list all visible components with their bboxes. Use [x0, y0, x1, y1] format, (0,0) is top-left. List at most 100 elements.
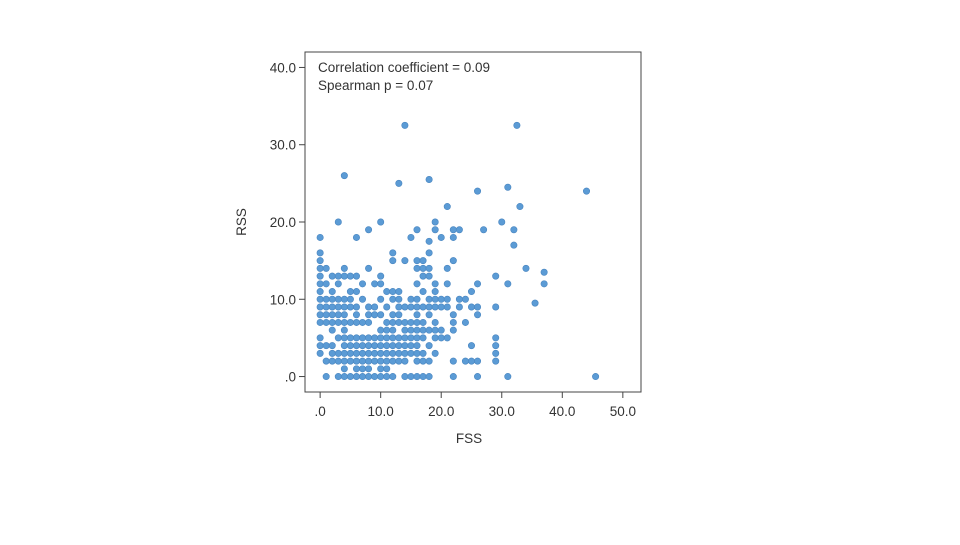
data-point	[352, 342, 360, 350]
data-point	[401, 318, 409, 326]
data-point	[431, 334, 439, 342]
data-point	[443, 280, 451, 288]
data-point	[371, 373, 379, 381]
data-point	[340, 172, 348, 180]
data-point	[413, 311, 421, 319]
data-point	[346, 288, 354, 296]
data-point	[407, 349, 415, 357]
data-point	[377, 373, 385, 381]
data-point	[316, 318, 324, 326]
data-point	[340, 264, 348, 272]
data-point	[583, 187, 591, 195]
data-point	[425, 303, 433, 311]
data-point	[377, 280, 385, 288]
data-point	[316, 280, 324, 288]
data-point	[413, 357, 421, 365]
data-point	[413, 303, 421, 311]
data-point	[461, 357, 469, 365]
data-point	[316, 257, 324, 265]
data-point	[395, 179, 403, 187]
data-point	[377, 357, 385, 365]
data-point	[340, 365, 348, 373]
data-point	[474, 303, 482, 311]
data-point	[340, 373, 348, 381]
data-point	[328, 318, 336, 326]
data-point	[401, 342, 409, 350]
data-point	[407, 318, 415, 326]
data-point	[371, 280, 379, 288]
data-point	[431, 288, 439, 296]
data-point	[413, 334, 421, 342]
data-point	[395, 288, 403, 296]
data-point	[443, 264, 451, 272]
data-point	[419, 334, 427, 342]
data-point	[328, 288, 336, 296]
data-point	[413, 318, 421, 326]
data-point	[316, 303, 324, 311]
data-point	[401, 121, 409, 129]
data-point	[419, 326, 427, 334]
y-tick-label: 40.0	[270, 60, 296, 75]
data-point	[371, 334, 379, 342]
data-point	[346, 373, 354, 381]
data-point	[352, 272, 360, 280]
data-point	[389, 288, 397, 296]
data-point	[419, 373, 427, 381]
data-point	[316, 334, 324, 342]
data-point	[516, 203, 524, 211]
data-point	[431, 295, 439, 303]
x-tick-label: 20.0	[428, 404, 454, 419]
data-point	[389, 373, 397, 381]
data-point	[431, 226, 439, 234]
data-point	[513, 121, 521, 129]
data-point	[480, 226, 488, 234]
data-point	[352, 349, 360, 357]
data-point	[395, 357, 403, 365]
data-point	[425, 295, 433, 303]
data-point	[365, 311, 373, 319]
data-point	[474, 187, 482, 195]
data-point	[461, 318, 469, 326]
annotation-correlation: Correlation coefficient = 0.09	[318, 60, 490, 75]
data-point	[340, 311, 348, 319]
data-point	[365, 264, 373, 272]
data-point	[365, 349, 373, 357]
data-point	[389, 357, 397, 365]
data-point	[371, 303, 379, 311]
data-point	[383, 318, 391, 326]
data-point	[425, 264, 433, 272]
x-tick-label: .0	[315, 404, 326, 419]
data-point	[365, 226, 373, 234]
data-points	[316, 121, 600, 381]
y-tick-label: 30.0	[270, 138, 296, 153]
data-point	[316, 342, 324, 350]
data-point	[407, 326, 415, 334]
data-point	[322, 311, 330, 319]
data-point	[371, 311, 379, 319]
data-point	[492, 334, 500, 342]
data-point	[449, 233, 457, 241]
x-tick-label: 10.0	[368, 404, 394, 419]
data-point	[334, 303, 342, 311]
data-point	[316, 349, 324, 357]
data-point	[407, 373, 415, 381]
data-point	[407, 233, 415, 241]
data-point	[377, 295, 385, 303]
data-point	[419, 303, 427, 311]
data-point	[419, 349, 427, 357]
data-point	[437, 233, 445, 241]
data-point	[340, 357, 348, 365]
data-point	[389, 311, 397, 319]
data-point	[383, 288, 391, 296]
data-point	[474, 280, 482, 288]
data-point	[383, 334, 391, 342]
y-tick-label: 10.0	[270, 292, 296, 307]
data-point	[352, 303, 360, 311]
data-point	[340, 334, 348, 342]
data-point	[328, 303, 336, 311]
data-point	[316, 311, 324, 319]
data-point	[383, 303, 391, 311]
data-point	[395, 349, 403, 357]
data-point	[371, 342, 379, 350]
